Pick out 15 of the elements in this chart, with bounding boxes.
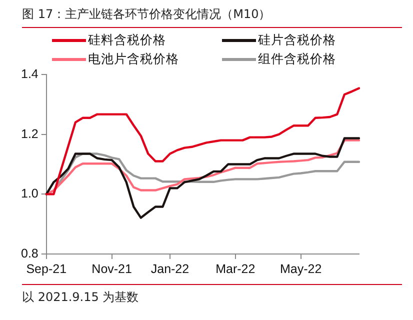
x-tick-label: Sep-21: [26, 262, 67, 276]
legend-label: 硅料含税价格: [88, 32, 166, 49]
y-tick-label: 1.2: [20, 126, 38, 141]
legend-label: 硅片含税价格: [258, 32, 336, 49]
y-tick-label: 1.4: [20, 66, 38, 81]
text: 以 2021.9.15 为基数: [22, 290, 139, 304]
legend-label: 电池片含税价格: [88, 51, 179, 68]
x-tick-label: May-22: [280, 262, 322, 276]
chart-title: 图 17：主产业链各环节价格变化情况（M10）: [22, 6, 402, 28]
x-tick-label: Mar-22: [216, 262, 256, 276]
legend-label: 组件含税价格: [258, 51, 336, 68]
y-tick-label: 0.8: [20, 246, 38, 260]
x-tick-label: Nov-21: [92, 262, 132, 276]
x-tick-label: Jan-22: [150, 262, 190, 276]
y-tick-label: 1.0: [20, 186, 38, 201]
